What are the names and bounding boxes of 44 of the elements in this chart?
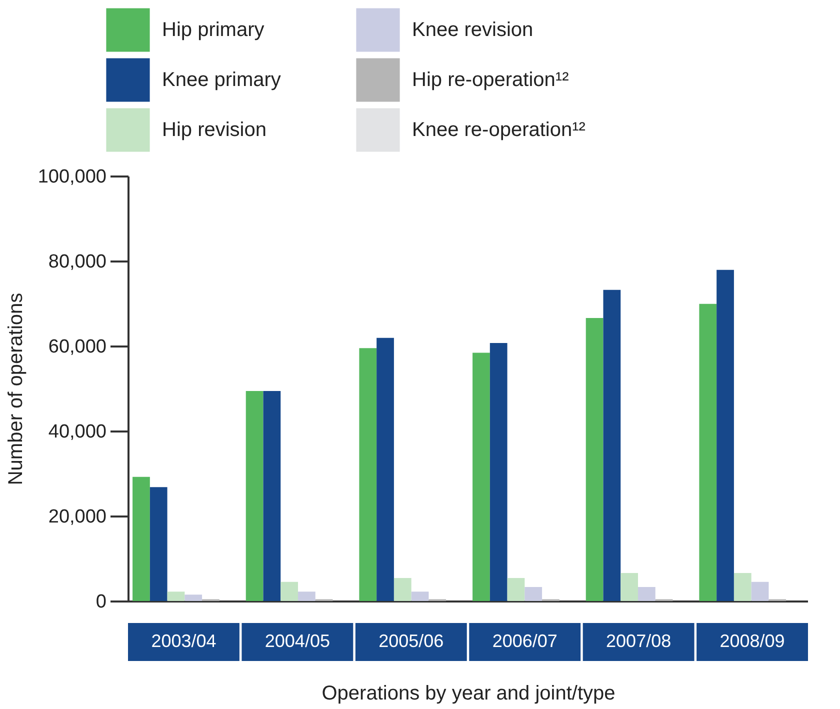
legend-label: Knee primary xyxy=(162,69,281,91)
bar xyxy=(699,304,717,601)
bar xyxy=(376,338,394,601)
x-axis-title: Operations by year and joint/type xyxy=(322,682,616,704)
bar xyxy=(507,578,525,601)
bar xyxy=(411,592,429,601)
bar xyxy=(734,572,752,601)
bar xyxy=(298,592,316,601)
x-tick-label: 2007/08 xyxy=(606,631,672,651)
bar xyxy=(280,582,298,601)
legend-label: Hip primary xyxy=(162,19,264,41)
y-tick-label: 20,000 xyxy=(48,506,106,528)
bar xyxy=(184,594,202,601)
bar xyxy=(394,578,412,601)
bar xyxy=(586,318,604,601)
bar xyxy=(603,290,621,601)
bar xyxy=(150,487,168,601)
bar xyxy=(751,582,769,601)
bar xyxy=(359,348,377,601)
x-tick-label: 2004/05 xyxy=(264,631,330,651)
y-tick-label: 0 xyxy=(96,592,106,612)
bar xyxy=(620,572,638,601)
bar xyxy=(524,586,542,601)
bar xyxy=(638,586,656,601)
y-tick-label: 80,000 xyxy=(48,252,106,272)
bar xyxy=(490,343,508,601)
bar xyxy=(263,391,281,601)
bar xyxy=(716,270,734,601)
bar xyxy=(246,391,264,601)
x-tick-label: 2006/07 xyxy=(492,631,558,651)
x-tick-label: 2003/04 xyxy=(151,631,216,651)
bar xyxy=(132,476,150,601)
y-tick-label: 60,000 xyxy=(48,336,106,358)
bar xyxy=(472,352,490,601)
x-tick-label: 2005/06 xyxy=(378,631,444,651)
y-axis-title: Number of operations xyxy=(4,292,27,486)
bar xyxy=(167,592,185,601)
y-tick-label: 40,000 xyxy=(48,422,106,442)
legend-label: Hip re-operation¹² xyxy=(412,69,570,91)
legend-label: Hip revision xyxy=(162,119,266,141)
legend-label: Knee revision xyxy=(412,19,534,41)
legend-label: Knee re-operation¹² xyxy=(412,119,586,141)
y-tick-label: 100,000 xyxy=(38,166,106,188)
x-tick-label: 2008/09 xyxy=(720,631,785,651)
